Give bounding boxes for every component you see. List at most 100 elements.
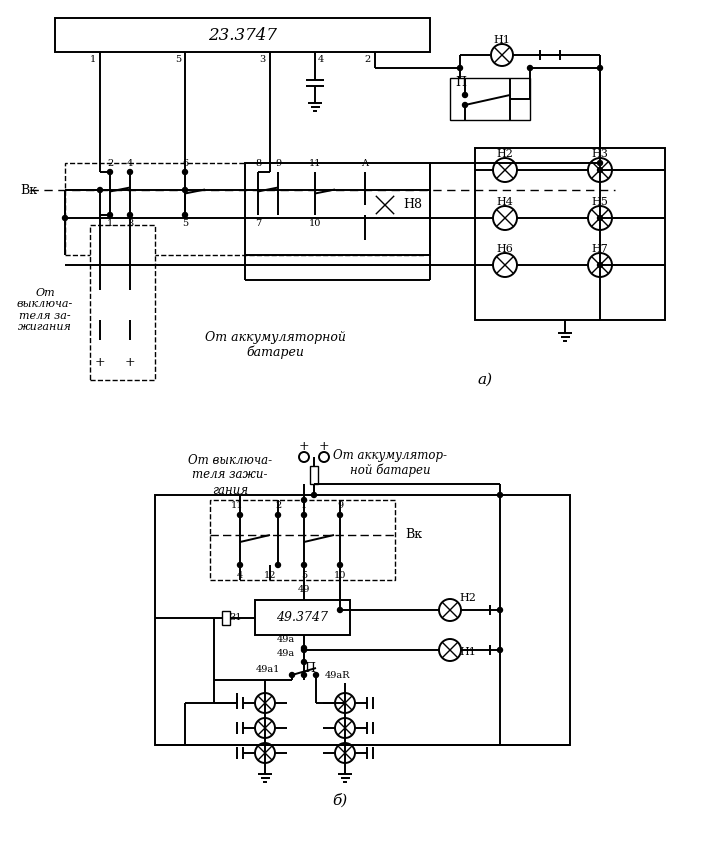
Text: 9: 9 xyxy=(275,159,281,168)
Bar xyxy=(222,611,230,625)
Circle shape xyxy=(497,648,502,653)
Text: От выключа-
теля зажи-
гания: От выключа- теля зажи- гания xyxy=(188,454,272,496)
Text: Н4: Н4 xyxy=(497,197,513,207)
Text: 6: 6 xyxy=(182,159,188,168)
Circle shape xyxy=(237,563,242,568)
Circle shape xyxy=(597,161,602,165)
Text: а): а) xyxy=(477,373,492,387)
Circle shape xyxy=(182,187,187,192)
Circle shape xyxy=(312,169,317,174)
Circle shape xyxy=(597,168,602,173)
Text: б): б) xyxy=(333,793,348,807)
Text: От аккумуляторной
батареи: От аккумуляторной батареи xyxy=(205,331,346,359)
Bar xyxy=(126,300,134,320)
Circle shape xyxy=(463,102,468,107)
Text: 10: 10 xyxy=(309,220,321,229)
Text: Н2: Н2 xyxy=(497,149,513,159)
Circle shape xyxy=(338,512,343,517)
Text: 2: 2 xyxy=(364,55,371,65)
Text: Н2: Н2 xyxy=(460,593,476,603)
Text: Н6: Н6 xyxy=(497,244,513,254)
Text: 4: 4 xyxy=(318,55,324,65)
Circle shape xyxy=(62,215,67,220)
Bar xyxy=(65,163,425,255)
Circle shape xyxy=(275,169,281,174)
Bar xyxy=(55,18,430,52)
Bar xyxy=(450,78,530,120)
Text: +: + xyxy=(95,356,106,368)
Circle shape xyxy=(497,493,502,498)
Circle shape xyxy=(301,660,307,665)
Text: 7: 7 xyxy=(255,220,261,229)
Text: 5: 5 xyxy=(182,220,188,229)
Circle shape xyxy=(301,498,307,502)
Circle shape xyxy=(301,512,307,517)
Text: Вк: Вк xyxy=(405,528,422,541)
Circle shape xyxy=(182,169,187,174)
Text: 49: 49 xyxy=(298,585,310,595)
Bar xyxy=(475,148,665,320)
Circle shape xyxy=(301,563,307,568)
Circle shape xyxy=(597,262,602,267)
Text: 49аR: 49аR xyxy=(325,671,351,679)
Text: 2: 2 xyxy=(107,159,113,168)
Bar xyxy=(310,466,318,484)
Circle shape xyxy=(463,93,468,98)
Circle shape xyxy=(255,169,260,174)
Bar xyxy=(96,300,104,320)
Circle shape xyxy=(255,213,260,218)
Text: Н1: Н1 xyxy=(494,35,510,45)
Text: 3: 3 xyxy=(127,220,133,229)
Circle shape xyxy=(528,66,533,71)
Text: 10: 10 xyxy=(334,570,346,580)
Text: 11: 11 xyxy=(231,500,243,510)
Text: 5: 5 xyxy=(175,55,181,65)
Bar xyxy=(210,500,395,580)
Circle shape xyxy=(108,169,113,174)
Circle shape xyxy=(338,608,343,613)
Circle shape xyxy=(98,187,103,192)
Circle shape xyxy=(237,512,242,517)
Circle shape xyxy=(312,493,317,498)
Text: 3: 3 xyxy=(260,55,266,65)
Circle shape xyxy=(597,215,602,220)
Circle shape xyxy=(108,213,113,218)
Text: Н8: Н8 xyxy=(403,198,422,212)
Text: +: + xyxy=(319,441,329,454)
Text: 4: 4 xyxy=(237,570,243,580)
Text: Н1: Н1 xyxy=(460,647,476,657)
Bar xyxy=(245,163,430,255)
Circle shape xyxy=(301,672,307,677)
Circle shape xyxy=(597,66,602,71)
Text: Вк: Вк xyxy=(20,184,37,197)
Circle shape xyxy=(127,169,132,174)
Text: 4: 4 xyxy=(127,159,133,168)
Circle shape xyxy=(301,646,307,650)
Circle shape xyxy=(127,213,132,218)
Bar xyxy=(155,495,570,745)
Text: От
выключа-
теля за-
жигания: От выключа- теля за- жигания xyxy=(17,288,73,333)
Circle shape xyxy=(338,563,343,568)
Text: Н7: Н7 xyxy=(591,244,608,254)
Text: 1: 1 xyxy=(107,220,113,229)
Text: 49.3747: 49.3747 xyxy=(276,611,328,624)
Text: A: A xyxy=(362,159,369,168)
Text: Н5: Н5 xyxy=(591,197,609,207)
Text: 31: 31 xyxy=(229,614,242,622)
Text: 2: 2 xyxy=(275,500,281,510)
Bar xyxy=(255,600,350,635)
Text: 1: 1 xyxy=(90,55,96,65)
Text: 1: 1 xyxy=(301,500,307,510)
Text: +: + xyxy=(124,356,135,368)
Text: 49а1: 49а1 xyxy=(256,665,280,673)
Text: От аккумулятор-
ной батареи: От аккумулятор- ной батареи xyxy=(333,448,447,477)
Text: П: П xyxy=(455,77,466,89)
Text: +: + xyxy=(299,441,309,454)
Circle shape xyxy=(497,608,502,613)
Circle shape xyxy=(289,672,294,677)
Circle shape xyxy=(301,648,307,653)
Text: 12: 12 xyxy=(264,570,276,580)
Text: 49а: 49а xyxy=(277,648,295,658)
Text: 49а: 49а xyxy=(277,635,295,643)
Circle shape xyxy=(275,563,281,568)
